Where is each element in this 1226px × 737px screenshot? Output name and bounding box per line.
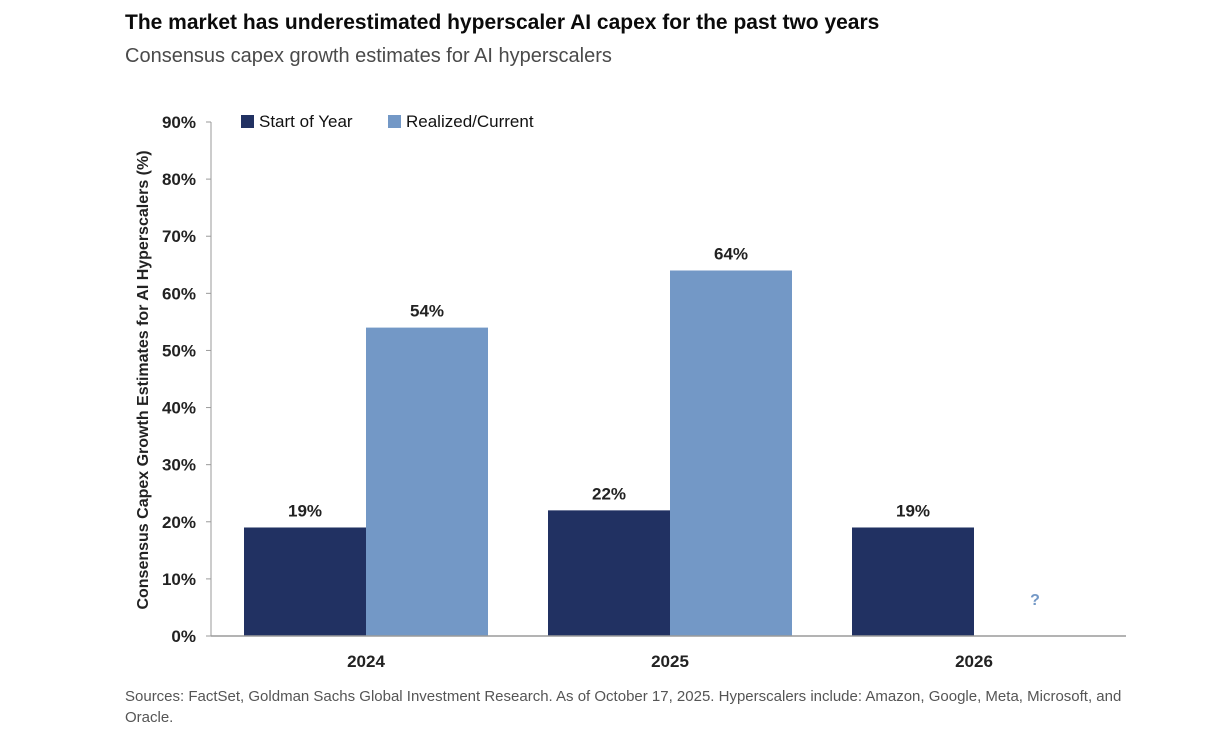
bar-start-of-year-2026 xyxy=(852,527,974,636)
y-tick-label: 30% xyxy=(162,456,196,475)
legend-label-realized-current: Realized/Current xyxy=(406,112,534,131)
plot-area: 19% 22% 19% 54% 64% 0% 10% 20% 30% 40% 50% 60% 70% 8… xyxy=(162,113,1126,671)
pending-value-marker: ? xyxy=(1030,592,1040,609)
y-tick-label: 80% xyxy=(162,170,196,189)
data-label: 19% xyxy=(288,501,322,520)
data-label: 19% xyxy=(896,501,930,520)
data-label: 54% xyxy=(410,302,444,321)
y-tick-label: 60% xyxy=(162,284,196,303)
y-tick-label: 40% xyxy=(162,399,196,418)
source-note: Sources: FactSet, Goldman Sachs Global I… xyxy=(125,688,1122,726)
y-tick-label: 50% xyxy=(162,341,196,360)
legend-swatch-realized-current xyxy=(388,115,401,128)
legend-swatch-start-of-year xyxy=(241,115,254,128)
x-tick-label: 2025 xyxy=(651,652,689,671)
bar-realized-current-2025 xyxy=(670,270,792,636)
bars-layer xyxy=(244,270,974,636)
y-tick-label: 10% xyxy=(162,570,196,589)
legend: Start of Year Realized/Current xyxy=(241,112,534,131)
x-axis-ticks: 2024 2025 2026 xyxy=(347,652,993,671)
y-axis-title: Consensus Capex Growth Estimates for AI … xyxy=(135,150,152,609)
x-tick-label: 2024 xyxy=(347,652,385,671)
y-tick-label: 20% xyxy=(162,513,196,532)
x-tick-label: 2026 xyxy=(955,652,993,671)
y-axis-ticks: 0% 10% 20% 30% 40% 50% 60% 70% 80% 90% xyxy=(162,113,211,646)
y-tick-label: 70% xyxy=(162,227,196,246)
y-tick-label: 90% xyxy=(162,113,196,132)
chart-title: The market has underestimated hyperscale… xyxy=(125,11,880,34)
data-label: 64% xyxy=(714,244,748,263)
bar-realized-current-2024 xyxy=(366,327,488,636)
data-labels-layer: 19% 22% 19% 54% 64% xyxy=(288,244,930,520)
bar-start-of-year-2025 xyxy=(548,510,670,636)
y-tick-label: 0% xyxy=(171,627,196,646)
chart-subtitle: Consensus capex growth estimates for AI … xyxy=(125,45,612,67)
bar-start-of-year-2024 xyxy=(244,527,366,636)
legend-label-start-of-year: Start of Year xyxy=(259,112,353,131)
data-label: 22% xyxy=(592,484,626,503)
